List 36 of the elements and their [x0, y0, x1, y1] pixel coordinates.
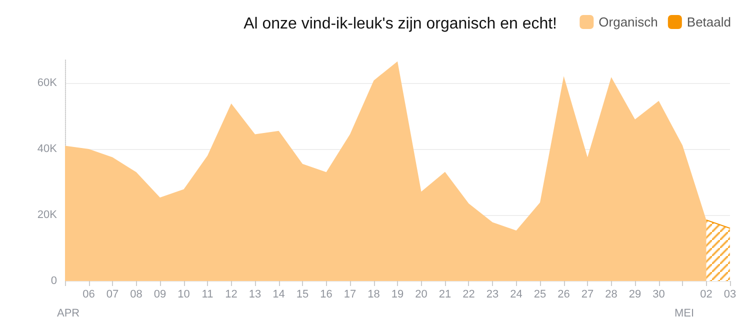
legend-label: Organisch	[598, 14, 658, 30]
x-tick-label: 28	[605, 288, 618, 300]
x-tick-label: 27	[581, 288, 594, 300]
x-tick-label: 08	[130, 288, 142, 300]
x-tick-label: 23	[486, 288, 499, 300]
x-tick-label: 15	[296, 288, 309, 300]
x-tick-label: 02	[700, 288, 712, 300]
x-tick-label: 03	[724, 288, 736, 300]
y-tick-label: 40K	[37, 143, 58, 156]
x-tick-label: 17	[344, 288, 356, 300]
x-tick-label: 12	[225, 288, 238, 300]
x-tick-label: 07	[106, 288, 119, 300]
text: APR	[57, 308, 80, 320]
y-tick-label: 60K	[37, 77, 58, 90]
y-tick-label: 0	[50, 275, 57, 287]
x-tick-label: 29	[628, 288, 642, 300]
x-tick-label: 26	[558, 288, 570, 300]
x-tick-label: 16	[320, 288, 332, 300]
x-tick-label: 06	[82, 288, 95, 300]
x-tick-label: 19	[391, 288, 404, 300]
x-tick-label: 10	[178, 288, 190, 300]
text: MEI	[674, 308, 694, 320]
x-tick-label: 09	[154, 288, 166, 300]
legend-label: Betaald	[686, 14, 732, 30]
chart-title: Al onze vind-ik-leuk's zijn organisch en echt!	[244, 16, 558, 32]
y-tick-label: 20K	[37, 209, 58, 222]
x-tick-label: 24	[510, 288, 522, 300]
x-tick-label: 22	[462, 288, 475, 300]
x-tick-label: 25	[534, 288, 546, 300]
x-tick-label: 18	[368, 288, 380, 300]
x-tick-label: 30	[652, 288, 665, 300]
x-tick-label: 11	[202, 288, 214, 300]
x-tick-label: 20	[415, 288, 428, 300]
x-tick-label: 13	[248, 288, 262, 300]
x-tick-label: 14	[272, 288, 285, 300]
x-tick-label: 21	[438, 288, 452, 300]
